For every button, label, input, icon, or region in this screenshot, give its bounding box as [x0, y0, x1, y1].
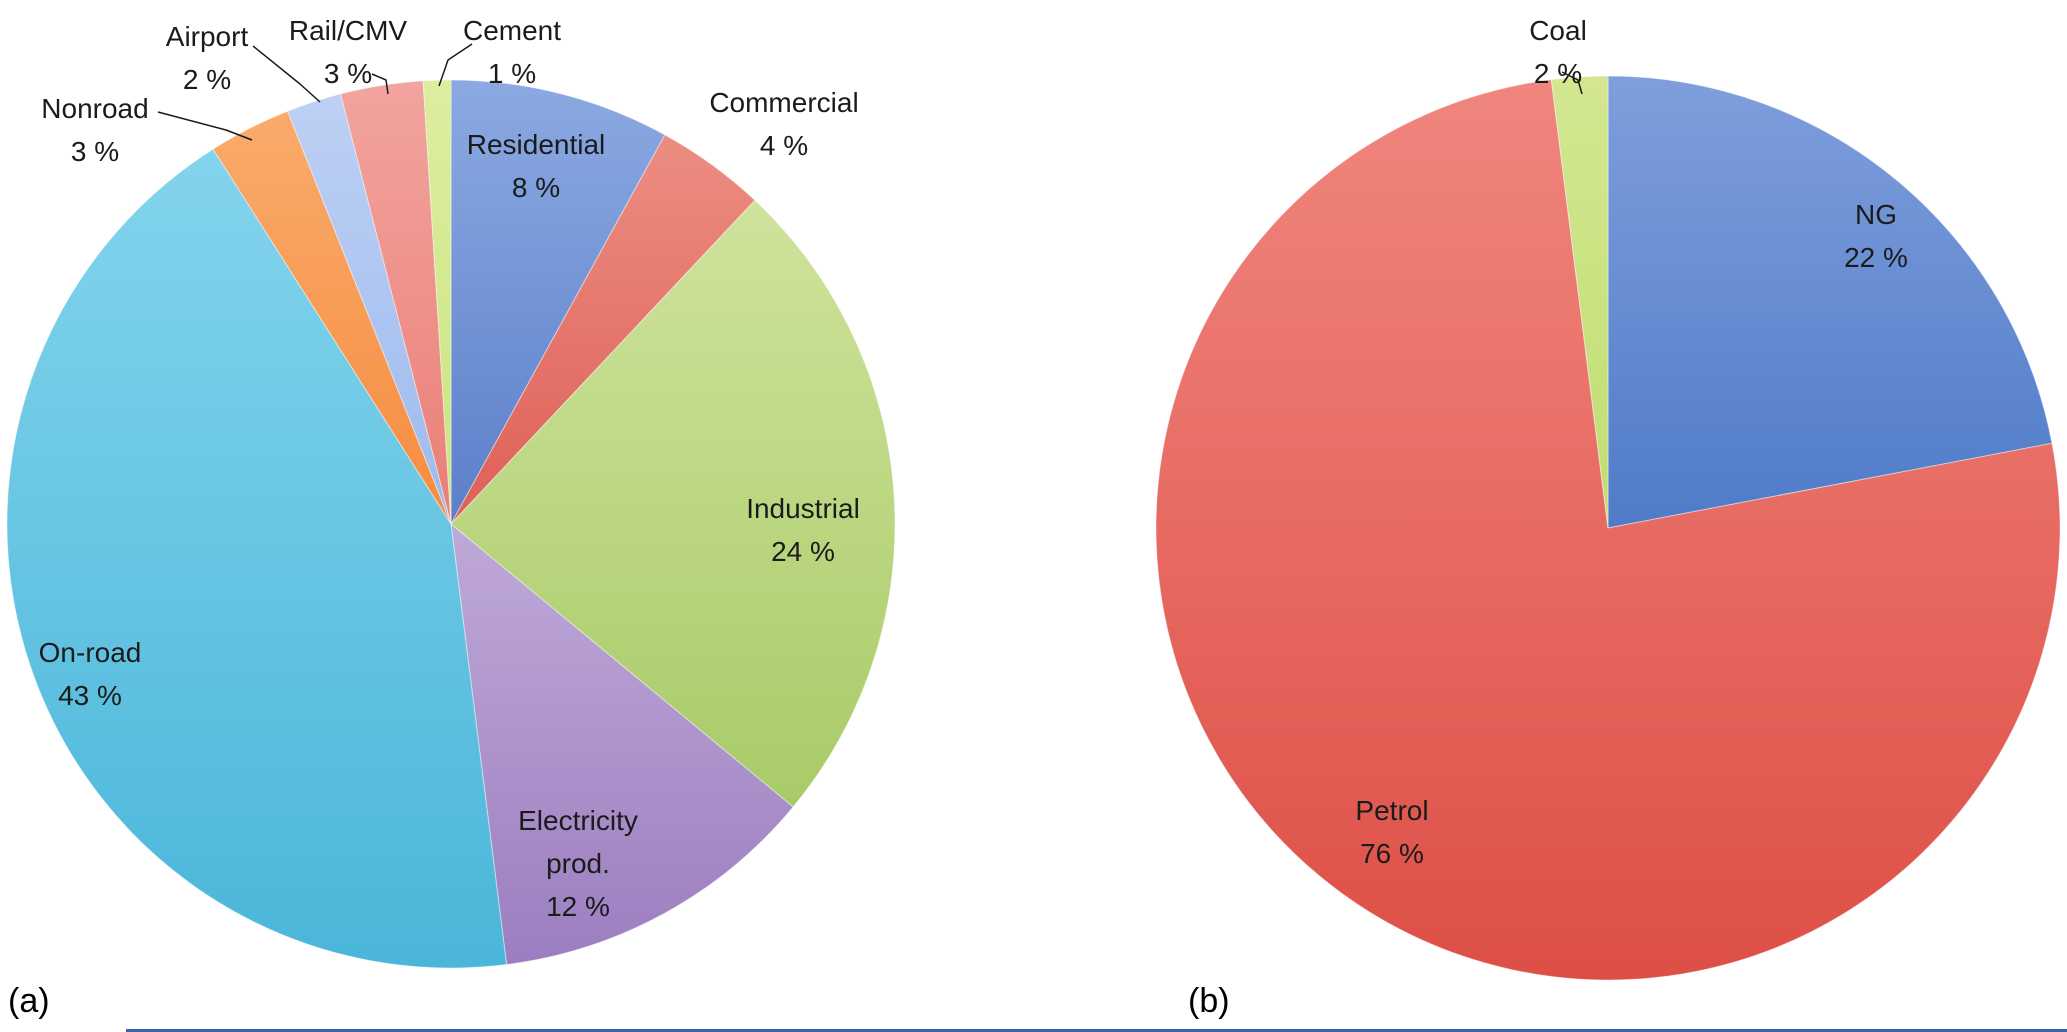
slice-label-cement: Cement 1 % — [463, 15, 561, 89]
slice-label-electricity-prod: Electricity prod. 12 % — [518, 805, 638, 922]
leader-line-cement — [438, 43, 473, 87]
slice-label-coal: Coal 2 % — [1529, 15, 1587, 89]
pie-slice-electricity-prod — [450, 522, 794, 966]
leader-line-airport — [252, 45, 321, 103]
caption-b: (b) — [1188, 982, 1230, 1020]
pie-slice-cement — [422, 79, 452, 525]
slice-label-nonroad: Nonroad 3 % — [41, 93, 148, 167]
pie-slice-rail-cmv — [339, 80, 452, 525]
slice-label-ng: NG 22 % — [1844, 199, 1908, 273]
slice-label-commercial: Commercial 4 % — [709, 87, 858, 161]
pie-slice-airport — [286, 93, 452, 525]
bottom-border-line — [126, 1029, 2067, 1032]
slice-label-airport: Airport 2 % — [166, 21, 249, 95]
pie-slice-residential — [450, 79, 666, 525]
pie-slice-ng — [1607, 75, 2053, 529]
pie-slice-industrial — [450, 199, 896, 808]
pie-slice-nonroad — [212, 110, 452, 525]
pie-slice-petrol — [1155, 79, 2061, 981]
leader-line-nonroad — [157, 111, 253, 141]
leader-line-coal — [1561, 71, 1583, 95]
pie-slice-commercial — [450, 134, 756, 525]
slice-label-on-road: On-road 43 % — [39, 637, 142, 711]
slice-label-residential: Residential 8 % — [467, 129, 606, 203]
slice-label-industrial: Industrial 24 % — [746, 493, 860, 567]
pie-slice-coal — [1550, 75, 1609, 529]
caption-a: (a) — [8, 982, 50, 1020]
slice-label-petrol: Petrol 76 % — [1355, 795, 1428, 869]
slice-label-rail-cmv: Rail/CMV 3 % — [289, 15, 408, 89]
leader-line-rail-cmv — [371, 73, 389, 95]
pie-chart-a: Residential 8 % Commercial 4 % Industrial 24 … — [6, 15, 896, 969]
pie-chart-b: NG 22 % Petrol 76 % Coal 2 % — [1155, 15, 2061, 981]
pie-slice-on-road — [6, 148, 508, 969]
